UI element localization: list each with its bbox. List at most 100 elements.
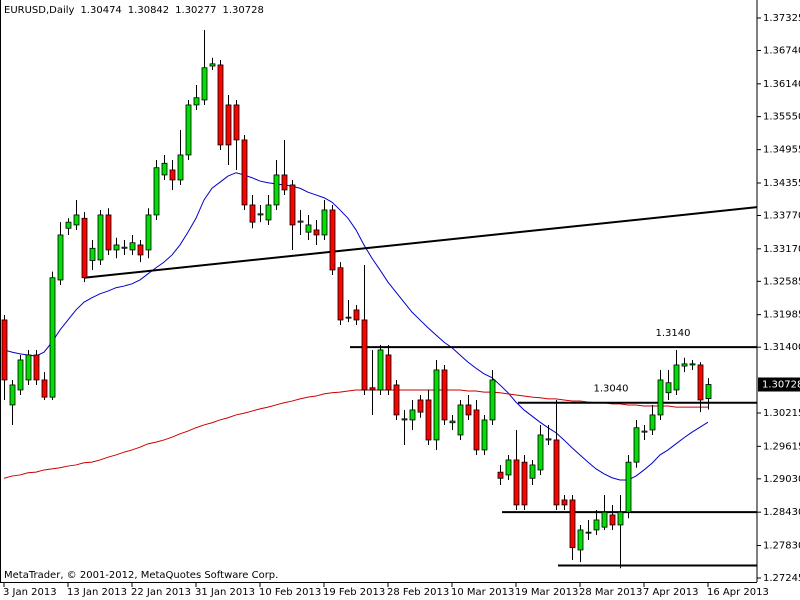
candle-body: [505, 459, 512, 476]
x-tick-label: 7 Apr 2013: [643, 587, 698, 598]
candle-body: [705, 384, 712, 400]
y-tick-label: 1.34355: [763, 178, 800, 189]
candle-body: [81, 217, 88, 279]
candle-body: [553, 439, 560, 506]
x-tick-label: 3 Jan 2013: [3, 587, 57, 598]
candle-body: [513, 459, 520, 506]
candle-body: [401, 418, 408, 421]
candle-body: [25, 354, 32, 381]
candle-body: [481, 419, 488, 451]
y-tick-label: 1.31985: [763, 310, 800, 321]
candle-body: [625, 461, 632, 513]
y-tick-label: 1.30215: [763, 408, 800, 419]
y-tick-label: 1.37325: [763, 13, 800, 24]
candle-body: [233, 104, 240, 141]
y-tick-label: 1.35550: [763, 112, 800, 123]
candle-body: [33, 354, 40, 381]
chart-header: EURUSD,Daily 1.30474 1.30842 1.30277 1.30728: [4, 5, 264, 16]
candle-body: [689, 363, 696, 366]
candle-body: [113, 244, 120, 251]
x-tick-label: 28 Feb 2013: [387, 587, 449, 598]
candle-body: [161, 162, 168, 176]
moving-average: [3, 172, 709, 481]
candle-body: [265, 204, 272, 221]
candle-body: [545, 438, 552, 441]
candle-body: [353, 309, 360, 321]
candle-body: [1, 319, 8, 381]
candle-body: [649, 414, 656, 431]
y-tick-label: 1.28430: [763, 507, 800, 518]
candle-body: [345, 316, 352, 319]
candle-body: [585, 531, 592, 534]
candle-body: [361, 319, 368, 391]
x-tick-label: 19 Feb 2013: [323, 587, 385, 598]
candle-body: [337, 267, 344, 321]
x-tick-label: 13 Jan 2013: [67, 587, 127, 598]
candle-body: [121, 246, 128, 249]
x-tick-label: 10 Mar 2013: [451, 587, 514, 598]
candle-body: [529, 464, 536, 479]
header-open: 1.30474: [80, 5, 121, 16]
candle-body: [385, 354, 392, 391]
y-tick-label: 1.32585: [763, 276, 800, 287]
candle-body: [177, 154, 184, 181]
y-tick-label: 1.29030: [763, 474, 800, 485]
candle-body: [465, 404, 472, 416]
candle-body: [617, 511, 624, 526]
x-tick-label: 16 Apr 2013: [707, 587, 769, 598]
candle-body: [89, 247, 96, 261]
candle-body: [297, 220, 304, 223]
candle-body: [145, 214, 152, 251]
candle-body: [657, 379, 664, 416]
x-tick-label: 19 Mar 2013: [515, 587, 578, 598]
candle-body: [473, 409, 480, 451]
header-low: 1.30277: [175, 5, 216, 16]
candle-body: [257, 213, 264, 216]
candle-body: [593, 519, 600, 531]
candle-body: [49, 277, 56, 398]
candle-body: [185, 104, 192, 156]
candle-body: [105, 214, 112, 251]
candle-body: [641, 430, 648, 433]
candle-body: [225, 104, 232, 146]
y-tick-label: 1.27245: [763, 573, 800, 584]
y-tick-label: 1.36740: [763, 46, 800, 57]
candle-body: [17, 359, 24, 391]
candle-body: [369, 387, 376, 391]
candle-body: [537, 434, 544, 471]
candle-body: [169, 169, 176, 181]
candle-body: [681, 363, 688, 367]
y-tick-label: 1.34955: [763, 145, 800, 156]
candle-body: [497, 471, 504, 479]
candle-body: [489, 379, 496, 421]
x-tick-label: 10 Feb 2013: [259, 587, 321, 598]
plot-area: 1.3140 1.3040: [1, 29, 757, 569]
y-tick-label: 1.33170: [763, 244, 800, 255]
candle-body: [57, 234, 64, 281]
candle-body: [313, 229, 320, 236]
header-close: 1.30728: [223, 5, 264, 16]
candle-body: [73, 214, 80, 226]
x-tick-label: 28 Mar 2013: [579, 587, 642, 598]
candle-body: [153, 167, 160, 216]
candle-body: [673, 364, 680, 391]
candle-body: [65, 221, 72, 229]
candle-body: [569, 499, 576, 549]
candle-body: [209, 63, 216, 67]
candle-body: [41, 379, 48, 398]
y-tick-label: 1.33770: [763, 211, 800, 222]
candle-body: [521, 461, 528, 506]
candle-body: [561, 499, 568, 506]
candle-body: [241, 139, 248, 206]
candle-body: [201, 67, 208, 101]
candle-body: [577, 529, 584, 551]
candle-body: [417, 399, 424, 413]
candle-body: [249, 204, 256, 223]
candle-body: [321, 209, 328, 236]
candle-body: [457, 404, 464, 436]
x-tick-label: 31 Jan 2013: [195, 587, 255, 598]
candle-body: [281, 174, 288, 191]
candle-body: [425, 399, 432, 441]
